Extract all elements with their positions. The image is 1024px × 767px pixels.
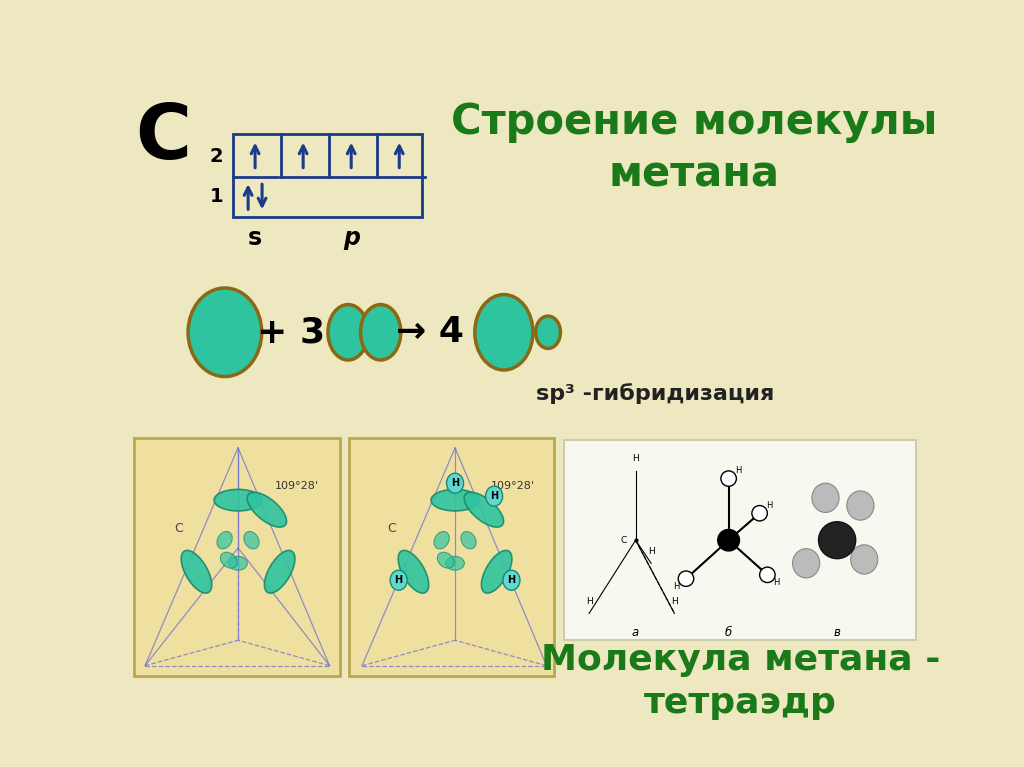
Ellipse shape (475, 295, 532, 370)
Ellipse shape (217, 532, 232, 549)
Ellipse shape (718, 529, 739, 551)
Text: H: H (735, 466, 741, 476)
Ellipse shape (188, 288, 262, 377)
Text: 109°28': 109°28' (490, 481, 535, 492)
Bar (134, 438, 340, 676)
Ellipse shape (181, 551, 212, 593)
Ellipse shape (431, 489, 479, 511)
Ellipse shape (247, 492, 287, 527)
Bar (232, 133, 422, 217)
Text: 1: 1 (210, 187, 223, 206)
Text: p: p (343, 226, 359, 250)
Ellipse shape (445, 556, 464, 570)
Ellipse shape (678, 571, 693, 587)
Text: H: H (451, 478, 459, 489)
Text: C: C (387, 522, 396, 535)
Ellipse shape (390, 570, 408, 591)
Text: H: H (586, 597, 593, 606)
Text: Молекула метана -
тетраэдр: Молекула метана - тетраэдр (541, 643, 940, 720)
Ellipse shape (360, 304, 400, 360)
Ellipse shape (485, 486, 503, 506)
Text: + 3: + 3 (257, 315, 325, 349)
Ellipse shape (847, 491, 873, 520)
Ellipse shape (434, 532, 450, 549)
Ellipse shape (244, 532, 259, 549)
Ellipse shape (446, 473, 464, 493)
Text: → 4: → 4 (396, 315, 464, 349)
Ellipse shape (464, 492, 504, 527)
Text: Строение молекулы
метана: Строение молекулы метана (451, 101, 937, 195)
Ellipse shape (481, 551, 512, 593)
Text: H: H (674, 582, 680, 591)
Ellipse shape (214, 489, 262, 511)
Ellipse shape (721, 471, 736, 486)
Ellipse shape (760, 567, 775, 582)
Text: H: H (648, 547, 654, 555)
Text: H: H (773, 578, 780, 587)
Ellipse shape (812, 483, 839, 512)
Ellipse shape (752, 505, 767, 521)
Text: H: H (394, 575, 402, 585)
Ellipse shape (437, 552, 455, 568)
Text: H: H (671, 597, 678, 606)
Ellipse shape (503, 570, 520, 591)
Ellipse shape (398, 551, 429, 593)
Text: б: б (725, 626, 732, 639)
Ellipse shape (793, 548, 819, 578)
Ellipse shape (461, 532, 476, 549)
Ellipse shape (228, 556, 248, 570)
Text: H: H (490, 491, 498, 501)
Text: H: H (632, 454, 639, 463)
Bar (563, 440, 916, 640)
Text: H: H (766, 501, 772, 510)
Text: в: в (834, 626, 841, 639)
Text: H: H (507, 575, 515, 585)
Ellipse shape (851, 545, 878, 574)
Ellipse shape (818, 522, 856, 558)
Text: а: а (632, 626, 639, 639)
Text: C: C (135, 101, 190, 176)
Text: s: s (248, 226, 262, 250)
Text: 2: 2 (210, 147, 223, 166)
Text: 109°28': 109°28' (275, 481, 319, 492)
Text: C: C (621, 535, 627, 545)
Text: sp³ -гибридизация: sp³ -гибридизация (536, 384, 774, 404)
Text: C: C (174, 522, 182, 535)
Ellipse shape (328, 304, 369, 360)
Ellipse shape (264, 551, 295, 593)
Ellipse shape (536, 316, 560, 348)
Ellipse shape (220, 552, 238, 568)
Bar (349, 438, 554, 676)
